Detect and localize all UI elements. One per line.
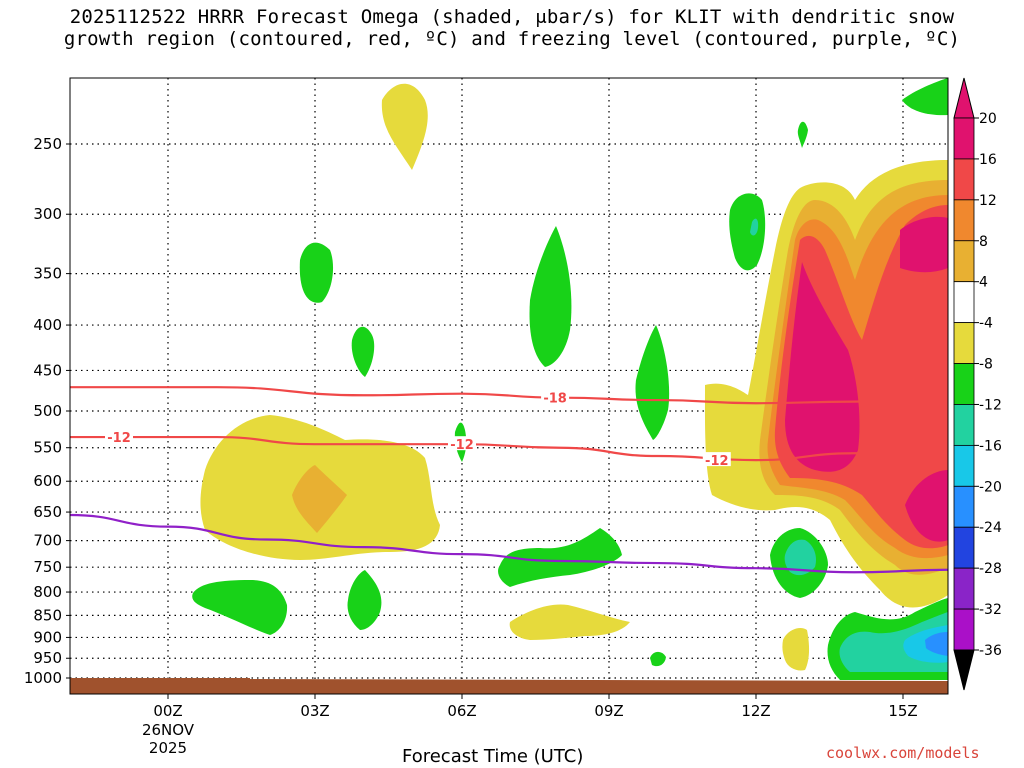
down-triangle-icon [953,649,975,691]
colorbar-tick-label: -12 [979,397,1002,413]
colorbar-bin [953,567,975,610]
omega-shading [192,78,948,680]
omega-blob [797,121,808,148]
y-tick-label: 400 [33,316,62,334]
y-tick-label: 950 [33,649,62,667]
y-tick-label: 450 [33,361,62,379]
colorbar-bin [953,444,975,487]
y-tick-label: 800 [33,583,62,601]
colorbar-tick-label: 4 [979,275,988,291]
colorbar-bin [953,199,975,242]
omega-blob [529,226,572,367]
x-tick-label: 09Z [594,702,623,720]
colorbar-tick-label: -36 [979,643,1002,659]
omega-blob [192,580,288,635]
omega-blob [784,539,816,576]
y-tick-label: 850 [33,606,62,624]
colorbar-bin [953,404,975,446]
y-tick-label: 700 [33,532,62,550]
colorbar-bin [953,485,975,528]
colorbar-bin [953,240,975,283]
colorbar-tick-label: 12 [979,193,997,209]
contour-line [70,435,948,462]
omega-blob [292,465,347,533]
x-tick-label: 06Z [447,702,476,720]
x-tick-sublabel: 26NOV [142,721,195,739]
x-tick-sublabel: 2025 [149,739,187,757]
contour-label-bg [541,389,570,404]
y-tick-label: 750 [33,558,62,576]
colorbar-tick-label: 20 [979,111,997,127]
omega-blob [650,651,666,667]
chart-title: 2025112522 HRRR Forecast Omega (shaded, … [0,6,1024,50]
y-tick-label: 250 [33,135,62,153]
omega-blob [925,632,948,656]
contour-label-bg [105,429,133,444]
y-tick-label: 500 [33,402,62,420]
omega-blob [351,326,375,377]
omega-blob [347,570,382,630]
omega-blob [750,218,759,236]
omega-blob [509,604,630,640]
y-tick-label: 300 [33,205,62,223]
contour-label-bg [448,436,476,451]
colorbar-bin [953,158,975,201]
y-axis: 250 300 350 400 450 500 550 600 650 700 750 800 850 9… [24,135,70,687]
y-tick-label: 1000 [24,669,62,687]
title-line-1: 2025112522 HRRR Forecast Omega (shaded, … [69,6,955,28]
contour-label-bg [702,452,731,467]
contour-labels: -18 -12 -12 -12 [105,389,731,469]
colorbar-tick-label: -32 [979,602,1002,618]
site-credit: coolwx.com/models [826,744,980,762]
y-tick-label: 600 [33,472,62,490]
colorbar-tick-label: -16 [979,438,1002,454]
colorbar-bin [953,363,975,405]
omega-blob [635,325,670,440]
omega-blob [902,78,948,116]
x-axis-label: Forecast Time (UTC) [402,746,584,767]
y-tick-label: 650 [33,503,62,521]
contour-label: -18 [543,392,567,407]
omega-blob [900,216,948,273]
omega-blob [729,193,766,271]
y-tick-label: 350 [33,265,62,283]
colorbar-tick-label: 16 [979,152,997,168]
x-tick-label: 00Z [153,702,182,720]
colorbar-tick-label: -28 [979,561,1002,577]
omega-blob [299,242,334,303]
x-tick-label: 15Z [888,702,917,720]
omega-blob [782,628,810,671]
title-line-2: growth region (contoured, red, ºC) and f… [63,28,961,50]
contour-label: -12 [450,438,474,453]
colorbar-bin [953,608,975,651]
omega-blob [381,83,428,170]
colorbar-bin [953,526,975,569]
x-tick-label: 12Z [741,702,770,720]
colorbar-bin [953,322,975,364]
plot-frame [69,77,949,695]
colorbar-tick-label: -20 [979,479,1002,495]
colorbar: 20 16 12 8 4 -4 -8 -12 -16 -20 -24 -28 -32 -36 [953,77,1002,691]
colorbar-tick-label: -4 [979,316,993,332]
colorbar-bin [953,117,975,160]
y-tick-label: 900 [33,628,62,646]
contour-label: -12 [705,454,729,469]
y-tick-label: 550 [33,439,62,457]
up-triangle-icon [953,77,975,119]
colorbar-tick-label: -8 [979,357,993,373]
omega-blob [785,262,860,472]
contour-label: -12 [107,431,131,446]
omega-blob [905,470,948,542]
omega-blob [498,528,622,587]
x-tick-label: 03Z [300,702,329,720]
colorbar-tick-label: 8 [979,234,988,250]
terrain [70,678,948,694]
colorbar-tick-label: -24 [979,520,1002,536]
colorbar-bin [953,281,975,324]
contour-line [70,513,948,574]
